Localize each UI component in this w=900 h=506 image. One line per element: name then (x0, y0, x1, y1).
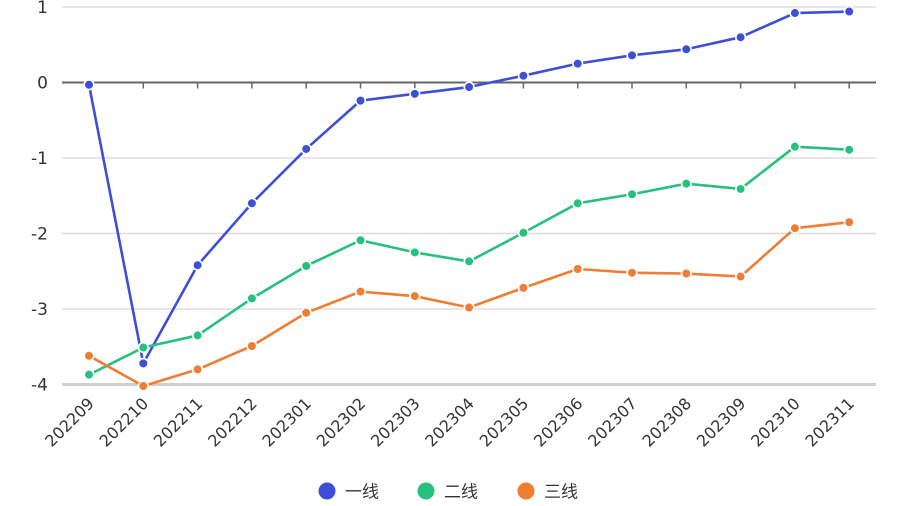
data-point[interactable] (626, 49, 638, 61)
legend[interactable]: 一线 二线 三线 (318, 482, 579, 503)
x-tick-label: 202302 (313, 394, 370, 451)
data-point[interactable] (463, 301, 475, 314)
data-point[interactable] (83, 350, 95, 362)
data-point[interactable] (463, 255, 475, 268)
data-point[interactable] (626, 188, 638, 200)
data-point[interactable] (517, 227, 530, 239)
data-point[interactable] (246, 292, 258, 305)
y-axis: 1 0 -1 -2 -3 -4 (31, 0, 48, 396)
x-tick-label: 202211 (150, 394, 207, 451)
data-point[interactable] (789, 141, 801, 153)
data-point[interactable] (843, 216, 855, 228)
series-group (83, 141, 855, 381)
legend-item[interactable]: 二线 (417, 482, 479, 503)
data-point[interactable] (789, 7, 801, 19)
x-tick-label: 202311 (801, 394, 858, 451)
x-tick-label: 202209 (41, 394, 98, 451)
series-group (83, 216, 855, 392)
data-point[interactable] (409, 88, 421, 100)
x-tick-label: 202303 (367, 394, 424, 451)
legend-marker-icon (517, 482, 535, 500)
y-tick-label: -3 (31, 300, 48, 320)
y-tick-label: 1 (37, 0, 48, 18)
data-point[interactable] (680, 267, 692, 280)
data-point[interactable] (354, 234, 367, 246)
data-point[interactable] (300, 143, 312, 155)
y-tick-label: -4 (31, 376, 48, 396)
data-point[interactable] (517, 282, 530, 294)
data-point[interactable] (192, 329, 204, 342)
legend-marker-icon (318, 482, 336, 500)
legend-item[interactable]: 一线 (318, 482, 380, 503)
y-tick-label: -2 (31, 225, 48, 245)
data-point[interactable] (192, 259, 204, 271)
data-point[interactable] (409, 290, 421, 302)
legend-label: 二线 (444, 483, 478, 503)
data-point[interactable] (680, 43, 692, 55)
series-lines (83, 5, 855, 392)
data-point[interactable] (246, 340, 258, 352)
x-tick-label: 202309 (693, 394, 750, 451)
data-point[interactable] (192, 363, 204, 376)
x-tick-label: 202307 (584, 394, 641, 451)
data-point[interactable] (137, 341, 149, 354)
data-point[interactable] (789, 222, 801, 234)
data-point[interactable] (409, 246, 421, 258)
data-point[interactable] (300, 260, 312, 272)
x-tick-label: 202308 (639, 394, 696, 451)
data-point[interactable] (572, 263, 584, 275)
x-tick-label: 202301 (258, 394, 315, 451)
data-point[interactable] (843, 144, 855, 156)
data-point[interactable] (572, 197, 584, 209)
x-axis: 2022092022102022112022122023012023022023… (41, 82, 858, 451)
data-point[interactable] (843, 5, 855, 18)
data-point[interactable] (463, 81, 475, 93)
data-point[interactable] (517, 70, 530, 82)
legend-label: 一线 (345, 483, 379, 503)
data-point[interactable] (734, 183, 747, 195)
data-point[interactable] (137, 357, 149, 369)
data-point[interactable] (83, 369, 95, 381)
legend-label: 三线 (544, 483, 578, 503)
x-tick-label: 202306 (530, 394, 587, 451)
y-tick-label: 0 (37, 74, 48, 94)
data-point[interactable] (300, 307, 312, 319)
x-tick-label: 202310 (747, 394, 804, 451)
series-group (83, 5, 855, 369)
data-point[interactable] (734, 270, 747, 283)
legend-item[interactable]: 三线 (517, 482, 579, 503)
data-point[interactable] (626, 267, 638, 279)
data-point[interactable] (83, 79, 95, 91)
x-tick-label: 202212 (204, 394, 261, 451)
data-point[interactable] (734, 31, 747, 43)
grid-lines (62, 6, 876, 386)
data-point[interactable] (680, 178, 692, 190)
data-point[interactable] (246, 197, 258, 209)
data-point[interactable] (354, 95, 367, 107)
data-point[interactable] (137, 380, 149, 392)
x-tick-label: 202304 (421, 394, 478, 451)
y-tick-label: -1 (31, 149, 48, 169)
x-tick-label: 202305 (476, 394, 533, 451)
data-point[interactable] (572, 58, 584, 70)
data-point[interactable] (354, 286, 367, 298)
x-tick-label: 202210 (96, 394, 153, 451)
legend-marker-icon (417, 482, 435, 500)
